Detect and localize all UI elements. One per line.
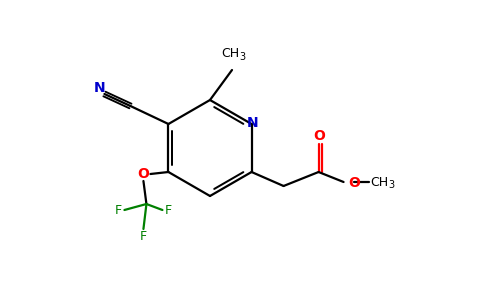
Text: N: N: [93, 81, 105, 95]
Text: 3: 3: [389, 180, 394, 190]
Text: O: O: [314, 129, 326, 143]
Text: O: O: [137, 167, 150, 181]
Text: 3: 3: [239, 52, 245, 62]
Text: N: N: [247, 116, 258, 130]
Text: CH: CH: [221, 47, 239, 60]
Text: F: F: [140, 230, 147, 242]
Text: F: F: [165, 203, 172, 217]
Text: CH: CH: [371, 176, 389, 188]
Text: F: F: [115, 203, 122, 217]
Text: O: O: [348, 176, 361, 190]
